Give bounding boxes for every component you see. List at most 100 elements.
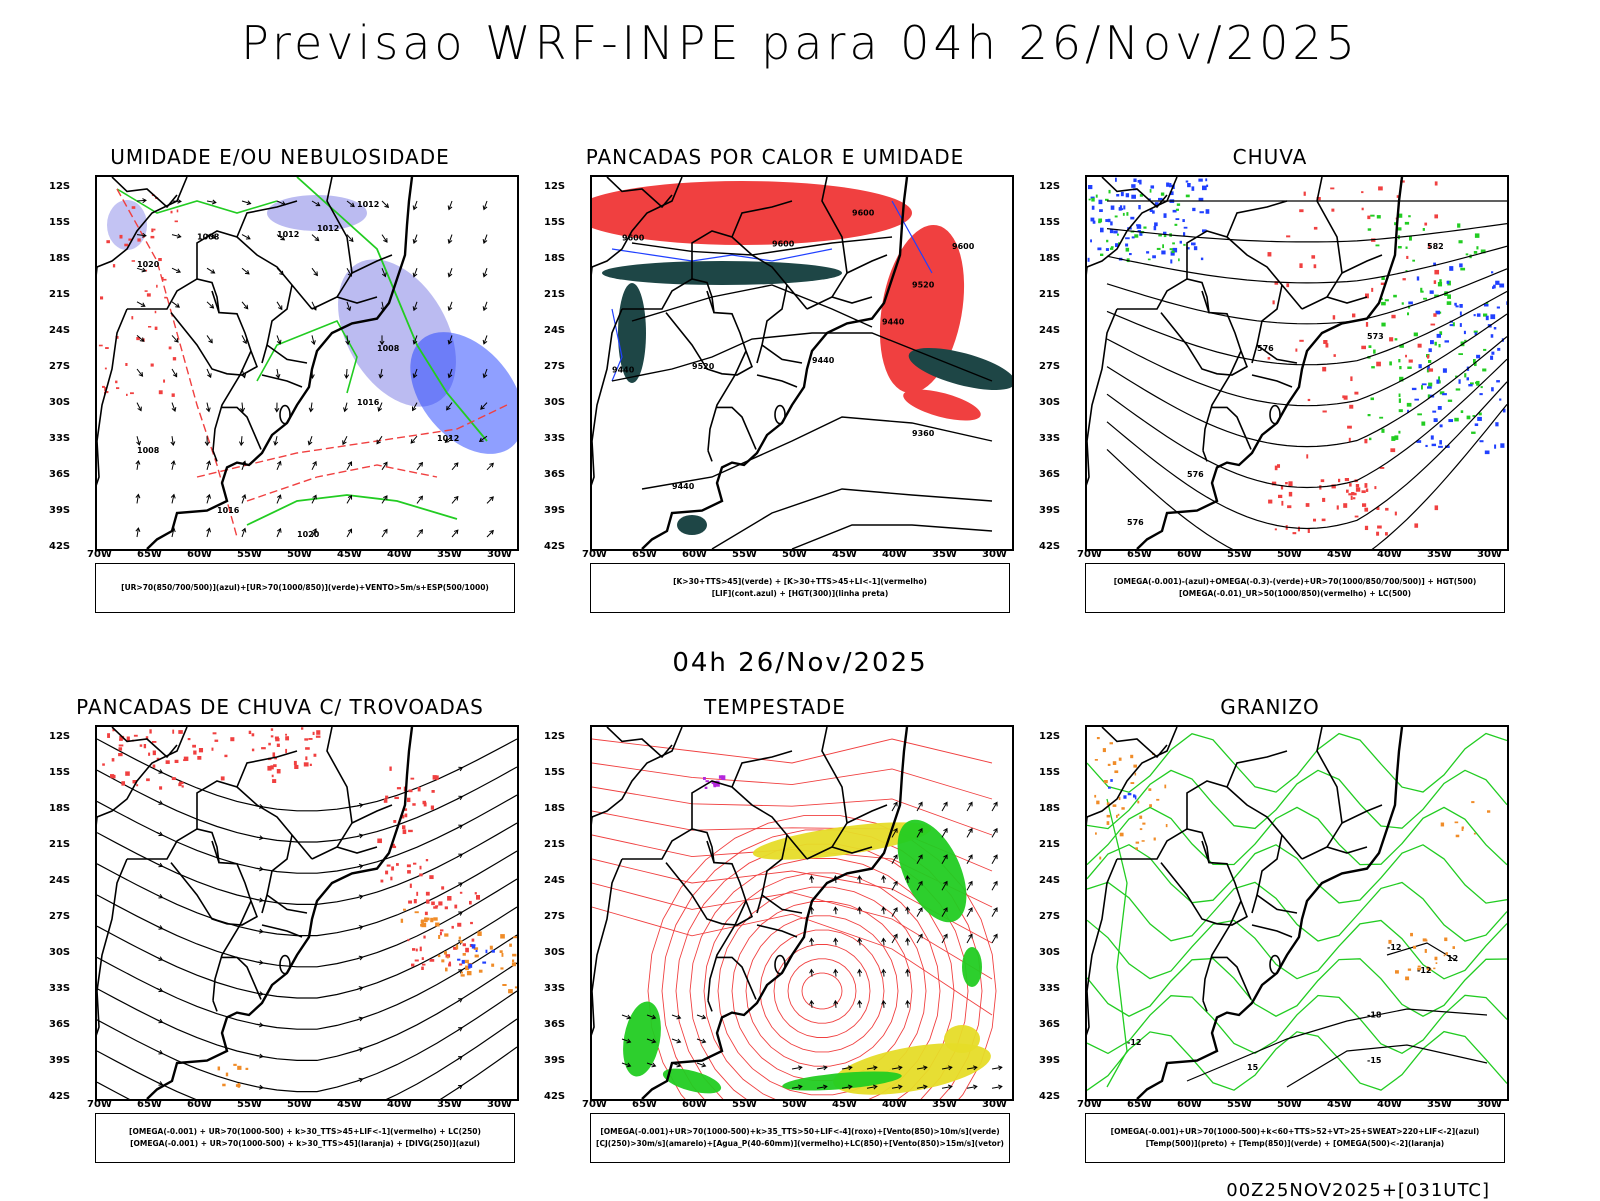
- convective-cell-red: [193, 751, 196, 755]
- humidity-cell-red: [145, 290, 148, 292]
- convective-cell-red: [136, 784, 138, 786]
- latitude-tick-label: 27S: [49, 911, 70, 922]
- convective-cell-red: [436, 775, 438, 780]
- humidity-cell-red: [132, 260, 135, 262]
- convective-cell-red: [432, 790, 435, 793]
- longitude-tick-label: 65W: [137, 549, 162, 560]
- omega-cell-red: [1418, 344, 1422, 348]
- convective-cell-red: [153, 751, 156, 756]
- omega-cell-green: [1371, 366, 1375, 368]
- convective-cell-orange: [435, 923, 439, 927]
- contour-label: -12: [1417, 966, 1431, 975]
- omega-cell-orange: [1113, 761, 1116, 765]
- omega-cell-blue: [1111, 206, 1115, 210]
- border-line: [1252, 375, 1292, 387]
- omega-cell-red: [1277, 464, 1280, 468]
- hgt500-contour: [1107, 246, 1507, 283]
- convective-cell-red: [396, 863, 399, 866]
- longitude-tick-label: 30W: [487, 1099, 512, 1110]
- longitude-tick-label: 35W: [437, 1099, 462, 1110]
- convective-cell-red: [412, 948, 415, 951]
- border-line: [732, 751, 792, 787]
- longitude-tick-label: 65W: [1127, 1099, 1152, 1110]
- omega-cell-blue: [1493, 285, 1496, 289]
- omega-cell-green: [1458, 353, 1463, 355]
- omega-cell-red: [1365, 526, 1368, 530]
- border-line: [213, 1001, 217, 1012]
- omega-cell-red: [1346, 490, 1349, 493]
- latitude-tick-label: 18S: [544, 253, 565, 264]
- omega-cell-blue: [1129, 253, 1132, 255]
- latitude-tick-label: 42S: [1039, 1091, 1060, 1102]
- omega-cell-orange: [1136, 842, 1139, 844]
- omega-cell-green: [1381, 323, 1385, 327]
- omega-cell-blue: [1491, 352, 1494, 355]
- omega-cell-blue: [1477, 313, 1481, 316]
- temp850-contour: [1087, 882, 1507, 941]
- convective-cell-red: [465, 948, 469, 952]
- convective-cell-orange: [463, 953, 466, 956]
- convective-cell-red: [166, 760, 170, 764]
- legend-pancadas-trovoadas: [OMEGA(-0.001) + UR>70(1000-500) + k>30_…: [95, 1113, 515, 1163]
- omega-cell-blue: [1497, 307, 1500, 309]
- omega-cell-orange: [1119, 758, 1122, 761]
- convective-cell-red: [459, 964, 462, 966]
- lc850-contour: [592, 907, 992, 1015]
- contour-label: 9440: [882, 318, 905, 327]
- severe-cell-purple: [703, 777, 706, 780]
- latitude-tick-label: 36S: [544, 469, 565, 480]
- longitude-tick-label: 60W: [682, 549, 707, 560]
- omega-cell-blue: [1194, 246, 1197, 250]
- convective-cell-red: [112, 775, 116, 778]
- humidity-cell-red: [172, 393, 175, 397]
- omega-cell-blue: [1169, 183, 1171, 187]
- longitude-tick-label: 45W: [1327, 549, 1352, 560]
- omega-cell-red: [1313, 519, 1316, 522]
- omega-cell-green: [1423, 298, 1427, 300]
- streamline: [97, 963, 517, 1060]
- omega-cell-red: [1367, 216, 1370, 220]
- omega-cell-blue: [1206, 185, 1208, 187]
- omega-cell-green: [1178, 258, 1180, 261]
- border-line: [708, 451, 712, 462]
- divergence-cell-blue: [468, 964, 472, 968]
- omega-cell-green: [1457, 223, 1460, 227]
- humidity-cell-red: [175, 221, 178, 223]
- omega-cell-blue: [1132, 236, 1135, 238]
- border-line: [592, 859, 622, 1099]
- omega-cell-green: [1148, 259, 1151, 261]
- latitude-tick-label: 36S: [49, 469, 70, 480]
- latitude-tick-label: 12S: [544, 731, 565, 742]
- legend-tempestade: [OMEGA(-0.001)+UR>70(1000-500)+k>35_TTS>…: [590, 1113, 1010, 1163]
- humidity-cell-red: [130, 392, 134, 394]
- omega-cell-red: [1354, 392, 1358, 395]
- omega-cell-orange: [1425, 949, 1427, 953]
- humidity-cell-red: [116, 387, 119, 389]
- omega-cell-orange: [1148, 788, 1151, 791]
- legend-line: [Temp(500)](preto) + [Temp(850)](verde) …: [1146, 1138, 1444, 1150]
- legend-line: [OMEGA(-0.01)_UR>50(1000/850)(vermelho) …: [1179, 588, 1411, 600]
- longitude-tick-label: 45W: [1327, 1099, 1352, 1110]
- omega-cell-red: [1366, 489, 1368, 492]
- convective-cell-red: [390, 877, 392, 881]
- border-line: [213, 351, 251, 451]
- convective-cell-red: [159, 786, 162, 789]
- omega-cell-red: [1434, 270, 1439, 275]
- longitude-tick-label: 30W: [1477, 549, 1502, 560]
- omega-cell-green: [1368, 414, 1371, 416]
- omega-cell-red: [1351, 496, 1353, 500]
- omega-cell-blue: [1146, 251, 1149, 253]
- convective-cell-orange: [433, 917, 437, 920]
- omega-cell-green: [1157, 248, 1161, 250]
- border-line: [847, 805, 887, 823]
- longitude-tick-label: 35W: [932, 1099, 957, 1110]
- omega-cell-orange: [1436, 962, 1438, 964]
- convective-cell-orange: [438, 955, 440, 957]
- convective-cell-red: [420, 866, 422, 870]
- latitude-tick-label: 24S: [1039, 325, 1060, 336]
- omega-cell-green: [1399, 398, 1401, 403]
- temp850-contour: [1087, 807, 1507, 864]
